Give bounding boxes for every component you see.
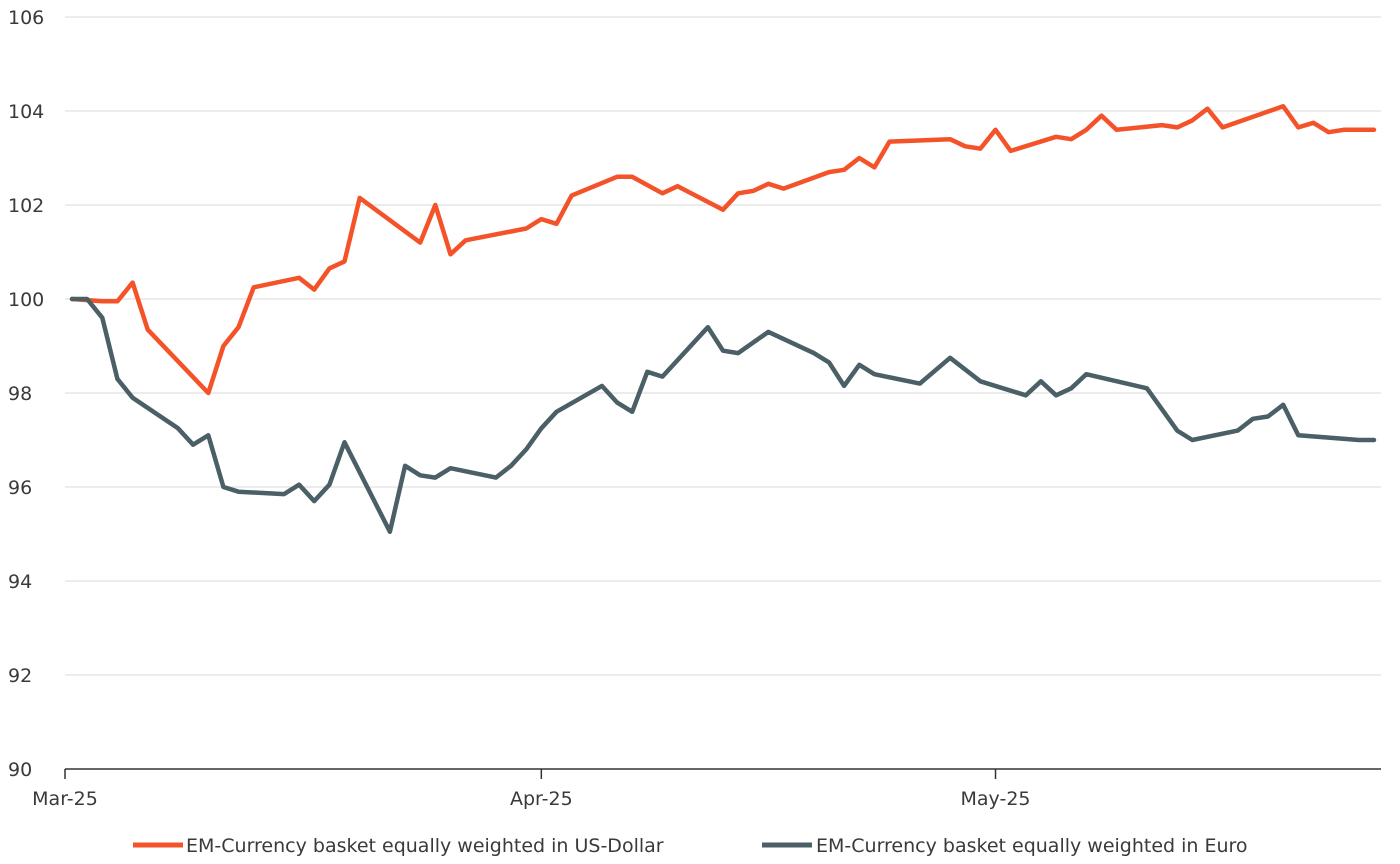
- y-tick-label-104: 104: [8, 101, 44, 123]
- y-tick-label-92: 92: [8, 665, 32, 687]
- x-tick-label-Apr-25: Apr-25: [510, 788, 573, 810]
- series-lines: [69, 104, 1377, 534]
- x-tick-label-May-25: May-25: [961, 788, 1031, 810]
- x-axis-ticks: Mar-25 Apr-25 May-25: [32, 769, 1031, 810]
- y-tick-label-96: 96: [8, 477, 32, 499]
- series-line-euro: [69, 296, 1377, 534]
- y-tick-label-90: 90: [8, 759, 32, 781]
- y-tick-label-102: 102: [8, 195, 44, 217]
- y-tick-label-106: 106: [8, 7, 44, 29]
- legend: EM-Currency basket equally weighted in U…: [133, 835, 1248, 857]
- y-axis-tick-labels: 90 92 94 96 98 100 102 104 106: [8, 7, 44, 781]
- legend-label-usd: EM-Currency basket equally weighted in U…: [186, 835, 664, 857]
- x-tick-label-Mar-25: Mar-25: [32, 788, 98, 810]
- gridlines: [65, 16, 1381, 676]
- y-tick-label-100: 100: [8, 289, 44, 311]
- y-tick-label-94: 94: [8, 571, 32, 593]
- y-tick-label-98: 98: [8, 383, 32, 405]
- legend-label-euro: EM-Currency basket equally weighted in E…: [816, 835, 1248, 857]
- series-line-usd: [69, 104, 1377, 396]
